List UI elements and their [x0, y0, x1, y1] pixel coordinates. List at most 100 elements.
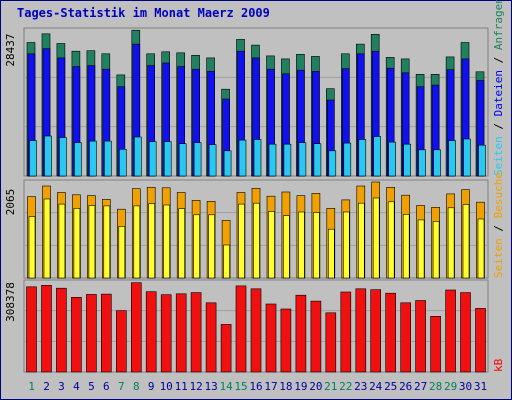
bar-seiten-mid	[28, 216, 36, 279]
legend-separator: /	[492, 218, 505, 238]
bar-kb	[355, 288, 367, 373]
x-tick-label: 17	[264, 380, 277, 393]
panel-mid: 2065 Seiten / Besuche	[4, 172, 505, 279]
bar-seiten	[208, 144, 217, 177]
bar-kb	[71, 296, 82, 373]
bar-seiten-mid	[342, 211, 350, 279]
panel-top-max-label: 28437	[4, 33, 17, 66]
bar-seiten-mid	[283, 215, 290, 279]
bar-kb	[26, 286, 37, 373]
x-tick-label: 29	[444, 380, 457, 393]
bar-seiten-mid	[462, 204, 470, 279]
x-tick-label: 24	[369, 380, 383, 393]
x-tick-label: 31	[474, 380, 487, 393]
x-tick-label: 18	[279, 380, 292, 393]
bar-seiten	[418, 149, 426, 177]
x-tick-label: 30	[459, 380, 472, 393]
bar-seiten	[59, 137, 67, 177]
bar-seiten-mid	[387, 201, 395, 279]
x-tick-label: 3	[58, 380, 65, 393]
x-tick-label: 15	[234, 380, 247, 393]
bar-seiten	[29, 140, 37, 177]
x-tick-label: 28	[429, 380, 442, 393]
bar-kb	[41, 284, 52, 373]
x-tick-label: 10	[160, 380, 173, 393]
bar-seiten	[238, 139, 247, 177]
bar-kb	[370, 289, 382, 373]
x-tick-label: 6	[103, 380, 110, 393]
bar-seiten	[193, 142, 202, 177]
bar-seiten	[478, 144, 486, 177]
chart-title: Tages-Statistik im Monat Maerz 2009	[17, 6, 270, 20]
bar-seiten-mid	[118, 226, 126, 279]
bar-seiten	[283, 143, 292, 177]
legend-kb: kB	[492, 358, 505, 372]
bar-kb	[190, 292, 202, 373]
bar-seiten-mid	[103, 205, 111, 279]
x-tick-label: 11	[175, 380, 188, 393]
bar-seiten	[373, 136, 382, 177]
x-tick-label: 2	[43, 380, 50, 393]
bar-kb	[265, 303, 277, 373]
x-tick-label: 8	[133, 380, 140, 393]
legend-besuche: Besuche	[492, 172, 505, 218]
x-tick-label: 21	[324, 380, 337, 393]
legend-seiten: Seiten	[492, 136, 505, 176]
legend-seiten: Seiten	[492, 238, 505, 278]
bar-seiten-mid	[357, 202, 365, 279]
bar-seiten	[463, 138, 471, 177]
x-tick-label: 4	[73, 380, 80, 393]
panel-top-legend: Seiten / Dateien / Anfragen	[492, 0, 505, 176]
bar-kb	[295, 294, 307, 373]
bar-seiten	[253, 139, 262, 177]
x-tick-label: 20	[309, 380, 322, 393]
x-tick-label: 7	[118, 380, 125, 393]
bar-seiten	[74, 142, 82, 177]
bar-kb	[145, 291, 157, 373]
bar-kb	[400, 302, 412, 373]
bar-seiten	[134, 136, 142, 177]
bar-seiten	[178, 143, 187, 177]
bar-seiten-mid	[193, 214, 200, 279]
bar-seiten-mid	[253, 202, 260, 279]
bar-kb	[325, 312, 337, 373]
x-tick-label: 9	[148, 380, 155, 393]
bar-kb	[430, 315, 441, 373]
bar-seiten-mid	[327, 228, 335, 279]
bar-seiten	[298, 142, 307, 177]
bar-kb	[415, 300, 426, 373]
bar-seiten	[89, 140, 97, 177]
x-tick-label: 23	[354, 380, 367, 393]
bar-kb	[86, 294, 97, 373]
x-tick-label: 12	[189, 380, 202, 393]
x-tick-label: 16	[249, 380, 262, 393]
bar-kb	[310, 300, 322, 373]
bar-seiten-mid	[238, 203, 245, 279]
bar-seiten-mid	[268, 211, 275, 279]
bar-seiten-mid	[432, 221, 440, 279]
bar-seiten-mid	[58, 203, 66, 279]
bar-seiten	[313, 143, 322, 177]
x-tick-label: 27	[414, 380, 427, 393]
panel-mid-max-label: 2065	[4, 189, 17, 216]
bar-seiten-mid	[313, 212, 320, 279]
bar-seiten-mid	[43, 198, 51, 279]
bar-kb	[445, 289, 456, 373]
bar-seiten	[119, 149, 127, 177]
bar-seiten	[343, 142, 352, 177]
bar-seiten	[433, 149, 441, 177]
bar-kb	[131, 282, 142, 373]
legend-dateien: Dateien	[492, 70, 505, 116]
bar-kb	[205, 302, 217, 373]
bar-kb	[235, 285, 247, 373]
bar-kb	[160, 294, 172, 373]
panel-bottom-max-label: 308378	[4, 282, 17, 322]
bar-kb	[175, 293, 187, 373]
bar-kb	[280, 308, 292, 373]
bar-seiten	[403, 143, 412, 177]
bar-seiten	[44, 135, 52, 177]
x-tick-label: 22	[339, 380, 352, 393]
bar-seiten-mid	[477, 218, 485, 279]
bar-seiten-mid	[208, 214, 215, 279]
